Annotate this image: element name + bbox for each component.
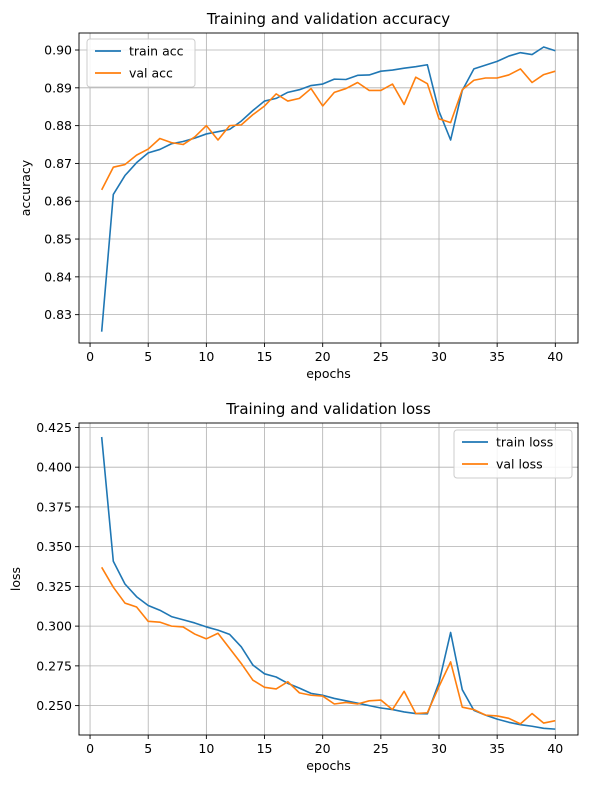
accuracy-xtick-label: 5 (144, 349, 152, 364)
accuracy-xtick-label: 30 (431, 349, 447, 364)
accuracy-xtick-label: 25 (373, 349, 389, 364)
accuracy-axes-frame (78, 32, 579, 344)
loss-legend: train loss val loss (453, 429, 573, 479)
loss-xtick-label: 5 (144, 741, 152, 756)
accuracy-xtick-label: 0 (86, 349, 94, 364)
accuracy-chart: 0 5 10 15 20 25 30 35 40 0.83 0.84 0.85 0.86 0.87 0.88… (18, 10, 579, 381)
accuracy-series-val-acc-line (100, 68, 556, 191)
accuracy-ytick-label: 0.85 (44, 232, 72, 247)
loss-xtick-label: 20 (315, 741, 331, 756)
accuracy-y-axis-label: accuracy (18, 159, 33, 216)
loss-x-axis-label: epochs (306, 758, 351, 773)
loss-xtick-label: 40 (547, 741, 563, 756)
loss-ytick-label: 0.300 (36, 619, 72, 634)
accuracy-ytick-label: 0.88 (44, 118, 72, 133)
loss-y-axis-label: loss (8, 567, 23, 591)
accuracy-xtick-label: 20 (315, 349, 331, 364)
loss-xtick-label: 10 (198, 741, 214, 756)
loss-ytick-label: 0.325 (36, 579, 72, 594)
loss-ytick-label: 0.275 (36, 658, 72, 673)
accuracy-x-axis-label: epochs (306, 366, 351, 381)
accuracy-xtick-label: 35 (489, 349, 505, 364)
accuracy-legend: train acc val acc (86, 38, 196, 88)
loss-series-train-loss-line (100, 436, 556, 730)
loss-legend-label: val loss (496, 457, 543, 472)
loss-ytick-label: 0.250 (36, 698, 72, 713)
accuracy-series-train-acc-line (100, 46, 556, 332)
loss-series-val-loss-line (100, 566, 556, 725)
loss-ytick-label: 0.400 (36, 460, 72, 475)
loss-xtick-label: 0 (86, 741, 94, 756)
loss-xtick-label: 35 (489, 741, 505, 756)
loss-xtick-label: 25 (373, 741, 389, 756)
loss-chart: 0 5 10 15 20 25 30 35 40 0.250 0.275 0.300 0.325 0.35… (8, 400, 579, 773)
accuracy-xtick-label: 40 (547, 349, 563, 364)
loss-legend-label: train loss (496, 435, 553, 450)
accuracy-ytick-label: 0.86 (44, 194, 72, 209)
accuracy-xtick-label: 15 (257, 349, 273, 364)
loss-ytick-label: 0.425 (36, 420, 72, 435)
accuracy-legend-label: train acc (129, 44, 184, 59)
accuracy-ytick-label: 0.84 (44, 269, 72, 284)
loss-axes-frame (78, 422, 579, 736)
loss-xtick-label: 15 (257, 741, 273, 756)
loss-ytick-label: 0.350 (36, 539, 72, 554)
accuracy-legend-label: val acc (129, 66, 173, 81)
accuracy-ytick-label: 0.89 (44, 80, 72, 95)
accuracy-ytick-label: 0.87 (44, 156, 72, 171)
accuracy-xtick-label: 10 (198, 349, 214, 364)
accuracy-chart-title: Training and validation accuracy (206, 10, 450, 28)
accuracy-ytick-label: 0.83 (44, 307, 72, 322)
loss-xtick-label: 30 (431, 741, 447, 756)
loss-chart-title: Training and validation loss (225, 400, 431, 418)
accuracy-ytick-label: 0.90 (44, 43, 72, 58)
loss-ytick-label: 0.375 (36, 499, 72, 514)
